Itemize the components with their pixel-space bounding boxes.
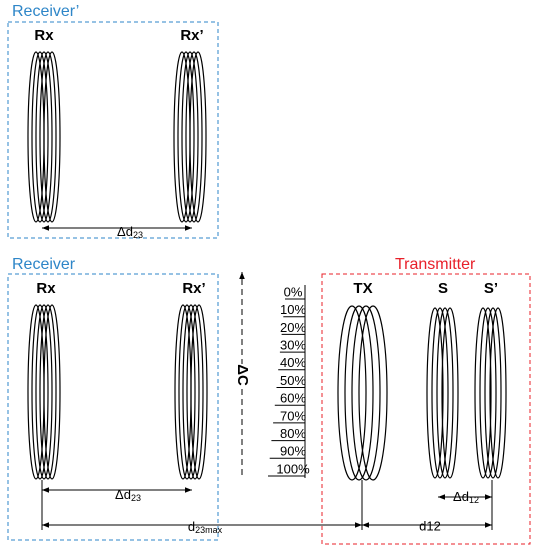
scale-label: 0%: [284, 284, 303, 299]
receiver-box: [7, 273, 219, 541]
scale-label: 10%: [280, 302, 306, 317]
receiver-prime-box: [7, 21, 219, 239]
scale-label: 80%: [280, 426, 306, 441]
scale-label: 30%: [280, 338, 306, 353]
coil-label: S’: [484, 280, 498, 297]
coil-label: Rx’: [180, 27, 203, 44]
coil-label: Rx: [34, 27, 54, 44]
coil-label: Rx: [36, 280, 56, 297]
box-title: Receiver: [12, 256, 76, 273]
coil-turn: [39, 304, 57, 480]
coil-turn: [35, 51, 53, 223]
transmitter-box: [321, 273, 531, 545]
coil-label: TX: [353, 280, 372, 297]
spacing-label: Δd23: [115, 487, 141, 503]
spacing-label: Δd12: [453, 489, 479, 505]
coil-turn: [181, 51, 199, 223]
scale-label: 60%: [280, 391, 306, 406]
coil-turn: [426, 307, 444, 479]
coil-turn: [177, 51, 195, 223]
scale-label: 70%: [280, 408, 306, 423]
coil-turn: [474, 307, 492, 479]
coil-turn: [479, 307, 497, 479]
spacing-label: Δd23: [117, 224, 143, 240]
scale-label: 100%: [276, 461, 310, 476]
box-title: Receiver’: [12, 3, 79, 20]
coil-turn: [344, 305, 374, 481]
coil-turn: [358, 305, 388, 481]
coil-turn: [190, 304, 208, 480]
coil-turn: [489, 307, 507, 479]
coil-turn: [431, 307, 449, 479]
coil-turn: [185, 51, 203, 223]
coil-turn: [43, 51, 61, 223]
scale-label: 40%: [280, 355, 306, 370]
coil-label: S: [438, 280, 448, 297]
scale-label: 50%: [280, 373, 306, 388]
coil-label: Rx’: [182, 280, 205, 297]
coil-turn: [178, 304, 196, 480]
scale-label: 20%: [280, 320, 306, 335]
coil-turn: [337, 305, 367, 481]
coil-turn: [31, 51, 49, 223]
coil-turn: [35, 304, 53, 480]
capacitance-label: ΔC: [234, 364, 251, 386]
coil-turn: [351, 305, 381, 481]
coil-turn: [43, 304, 61, 480]
coil-turn: [31, 304, 49, 480]
coil-turn: [189, 51, 207, 223]
coil-turn: [436, 307, 454, 479]
box-title: Transmitter: [395, 256, 476, 273]
coil-turn: [182, 304, 200, 480]
distance-label: d12: [419, 518, 441, 533]
coil-turn: [441, 307, 459, 479]
coil-turn: [484, 307, 502, 479]
label-bg: [232, 364, 252, 386]
coil-turn: [186, 304, 204, 480]
scale-label: 90%: [280, 444, 306, 459]
distance-label: d23max: [188, 519, 223, 535]
coil-turn: [39, 51, 57, 223]
